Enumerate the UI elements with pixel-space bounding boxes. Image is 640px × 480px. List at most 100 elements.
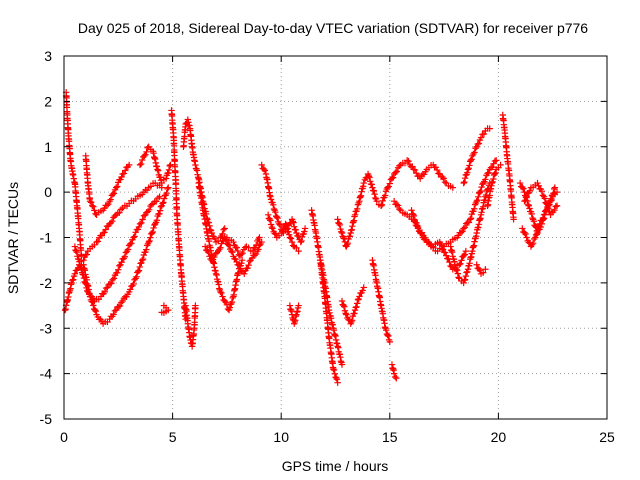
data-point: [118, 299, 125, 306]
data-point: [261, 167, 269, 174]
data-point: [139, 255, 147, 263]
data-point: [476, 267, 484, 274]
data-point: [94, 238, 102, 245]
data-point: [351, 310, 358, 317]
data-point: [252, 250, 260, 258]
data-point: [418, 229, 426, 236]
data-point: [282, 220, 289, 228]
data-point: [553, 202, 561, 209]
data-point: [69, 277, 76, 284]
data-point: [335, 220, 343, 227]
data-point: [149, 228, 156, 236]
data-point: [211, 235, 219, 242]
data-point: [489, 178, 496, 186]
data-point: [285, 228, 292, 236]
data-point: [241, 270, 248, 277]
data-point: [83, 251, 91, 258]
data-point: [330, 365, 337, 373]
data-point: [90, 302, 97, 309]
data-point: [301, 225, 309, 232]
data-point: [526, 187, 534, 195]
data-point: [230, 238, 237, 246]
data-point: [124, 246, 132, 253]
data-point: [164, 185, 171, 193]
data-point: [366, 174, 373, 181]
data-point: [264, 211, 272, 219]
data-point: [125, 161, 133, 169]
data-point: [477, 134, 485, 141]
data-point: [128, 240, 135, 247]
data-point: [491, 170, 498, 177]
data-point: [333, 376, 341, 383]
data-point: [530, 218, 538, 225]
y-tick-label: -1: [40, 230, 53, 246]
data-point: [377, 202, 385, 209]
data-point: [338, 361, 346, 368]
data-point: [270, 201, 277, 208]
data-point: [158, 309, 165, 316]
data-point: [368, 181, 375, 188]
data-point: [138, 256, 146, 264]
data-point: [497, 161, 504, 169]
data-point: [287, 235, 295, 242]
data-point: [127, 240, 134, 248]
data-point: [140, 212, 148, 219]
data-point: [76, 258, 83, 265]
data-point: [221, 225, 228, 232]
data-point: [135, 267, 143, 274]
data-point: [156, 207, 164, 214]
data-point: [103, 202, 111, 209]
data-point: [154, 166, 161, 173]
data-point: [373, 198, 380, 205]
data-point: [338, 229, 346, 237]
data-point: [463, 269, 470, 276]
data-point: [531, 235, 538, 243]
data-point: [369, 184, 376, 191]
data-point: [156, 210, 163, 217]
data-point: [480, 130, 488, 138]
data-point: [378, 201, 386, 208]
data-point: [471, 205, 478, 212]
data-point: [279, 227, 286, 234]
data-point: [460, 252, 467, 260]
data-point: [162, 175, 170, 182]
data-point: [102, 284, 110, 292]
data-point: [122, 167, 129, 174]
data-point: [233, 258, 240, 266]
data-point: [356, 293, 363, 300]
data-point: [112, 306, 120, 314]
data-point: [86, 293, 94, 300]
data-point: [86, 198, 94, 205]
data-point: [204, 247, 211, 254]
x-tick-label: 25: [599, 429, 615, 445]
data-point: [536, 220, 543, 228]
data-point: [238, 256, 246, 264]
data-point: [285, 231, 293, 238]
data-point: [150, 224, 157, 232]
data-point: [145, 206, 153, 214]
data-point: [535, 223, 542, 231]
data-point: [92, 307, 99, 315]
data-point: [89, 298, 96, 306]
data-point: [137, 160, 145, 168]
data-point: [73, 248, 81, 256]
data-point: [474, 196, 481, 204]
data-point: [461, 224, 469, 231]
data-point: [286, 234, 294, 241]
data-point: [224, 241, 232, 248]
data-point: [475, 265, 483, 273]
data-point: [275, 220, 283, 228]
data-point: [433, 166, 441, 174]
data-point: [426, 240, 433, 248]
data-point: [211, 253, 218, 261]
data-point: [462, 272, 470, 280]
data-point: [510, 216, 517, 223]
x-axis-label: GPS time / hours: [282, 458, 389, 474]
data-point: [455, 274, 462, 281]
data-point: [157, 203, 165, 210]
data-point: [160, 199, 167, 206]
data-point: [116, 302, 124, 310]
data-point: [91, 306, 99, 314]
data-point: [336, 221, 344, 229]
